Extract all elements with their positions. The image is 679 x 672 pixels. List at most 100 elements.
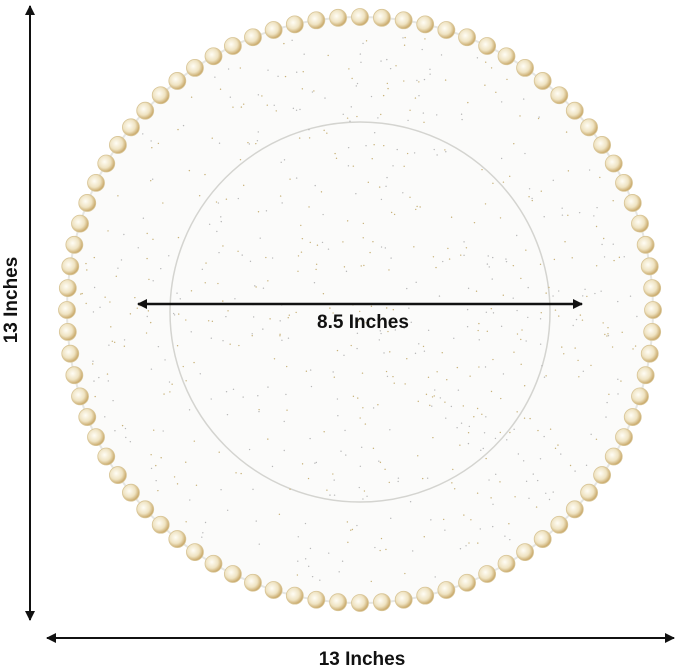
glitter-dot [450, 216, 453, 218]
glitter-dot [269, 318, 271, 320]
glitter [80, 36, 638, 583]
glitter-dot [422, 112, 425, 114]
glitter-dot [383, 352, 385, 354]
glitter-dot [222, 340, 224, 342]
glitter-dot [465, 247, 468, 249]
glitter-dot [322, 213, 324, 216]
glitter-dot [109, 301, 111, 303]
glitter-dot [182, 124, 185, 127]
glitter-dot [363, 490, 366, 492]
plate-body [66, 16, 654, 604]
glitter-dot [499, 481, 501, 483]
glitter-dot [421, 477, 424, 480]
glitter-dot [469, 375, 471, 377]
glitter-dot [193, 440, 196, 442]
glitter-dot [607, 327, 609, 329]
glitter-dot [548, 286, 550, 289]
glitter-dot [309, 437, 311, 440]
glitter-dot [595, 265, 598, 267]
glitter-dot [281, 202, 283, 204]
glitter-dot [129, 313, 132, 315]
glitter-dot [308, 137, 311, 139]
glitter-dot [483, 432, 486, 434]
glitter-dot [447, 247, 449, 250]
glitter-dot [229, 96, 232, 98]
glitter-dot [632, 348, 634, 350]
glitter-dot [182, 365, 184, 368]
glitter-dot [522, 460, 525, 462]
glitter-dot [362, 407, 364, 409]
glitter-dot [155, 464, 157, 467]
glitter-dot [519, 115, 521, 117]
glitter-dot [582, 295, 584, 297]
glitter-dot [301, 463, 304, 465]
glitter-dot [444, 529, 446, 531]
glitter-dot [324, 97, 326, 99]
glitter-dot [151, 147, 153, 149]
glitter-dot [356, 115, 358, 118]
glitter-dot [255, 520, 257, 522]
glitter-dot [377, 318, 379, 320]
glitter-dot [531, 199, 533, 202]
glitter-dot [219, 88, 222, 90]
glitter-dot [220, 216, 222, 218]
glitter-dot [327, 54, 329, 57]
glitter-dot [333, 479, 335, 481]
glitter-dot [289, 488, 291, 490]
glitter-dot [106, 373, 109, 375]
glitter-dot [567, 214, 569, 217]
bead [516, 543, 534, 561]
glitter-dot [479, 528, 481, 530]
glitter-dot [553, 258, 556, 261]
glitter-dot [124, 427, 127, 430]
glitter-dot [561, 214, 564, 216]
glitter-dot [490, 67, 493, 69]
glitter-dot [438, 295, 441, 297]
glitter-dot [280, 161, 282, 164]
glitter-dot [574, 470, 576, 472]
bead [204, 47, 223, 66]
glitter-dot [86, 269, 88, 271]
bead [593, 466, 611, 484]
glitter-dot [448, 258, 451, 260]
glitter-dot [160, 457, 162, 459]
glitter-dot [462, 405, 465, 407]
glitter-dot [178, 313, 180, 315]
glitter-dot [373, 131, 376, 134]
glitter-dot [545, 292, 547, 294]
glitter-dot [271, 257, 274, 259]
glitter-dot [513, 142, 515, 145]
glitter-dot [480, 449, 482, 452]
glitter-dot [384, 468, 386, 471]
glitter-dot [426, 477, 429, 479]
glitter-dot [385, 548, 387, 551]
glitter-dot [535, 506, 538, 508]
glitter-dot [217, 282, 219, 285]
glitter-dot [512, 297, 514, 299]
glitter-dot [297, 255, 300, 257]
glitter-dot [204, 173, 206, 176]
bead [151, 86, 170, 105]
glitter-dot [359, 417, 361, 419]
glitter-dot [359, 53, 362, 55]
glitter-dot [374, 546, 376, 549]
glitter-dot [248, 143, 251, 145]
inner-diameter-label: 8.5 Inches [317, 312, 409, 333]
glitter-dot [283, 159, 286, 161]
glitter-dot [107, 380, 110, 382]
bead [580, 118, 598, 137]
glitter-dot [397, 477, 400, 479]
glitter-dot [531, 197, 533, 200]
glitter-dot [423, 350, 426, 352]
glitter-dot [429, 404, 431, 407]
glitter-dot [279, 333, 281, 335]
bead [351, 594, 369, 612]
glitter-dot [445, 151, 447, 153]
glitter-dot [225, 391, 228, 393]
glitter-dot [205, 262, 207, 264]
glitter-dot [255, 142, 257, 145]
glitter-dot [435, 266, 437, 269]
glitter-dot [617, 378, 619, 381]
glitter-dot [259, 237, 261, 239]
glitter-dot [352, 165, 355, 167]
